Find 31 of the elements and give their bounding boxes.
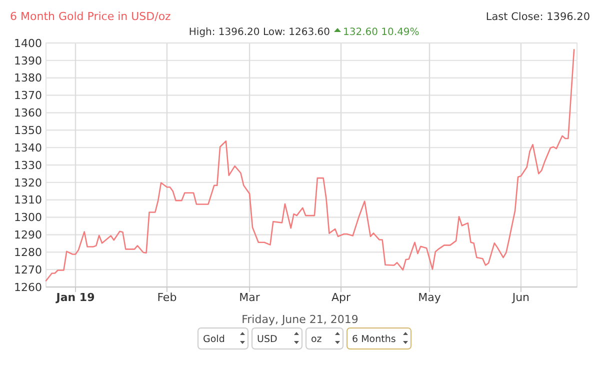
text: Friday, June 21, 2019 xyxy=(242,313,358,326)
text: USD xyxy=(257,334,278,345)
text: oz xyxy=(311,334,322,345)
y-tick-label: 1390 xyxy=(14,54,42,68)
y-tick-label: 1340 xyxy=(14,141,42,154)
y-tick-label: 1310 xyxy=(14,194,42,207)
x-tick-label: May xyxy=(418,291,442,304)
chart-subtitle: High: 1396.20 Low: 1263.60 xyxy=(188,27,330,38)
x-tick-label: Jan 19 xyxy=(55,291,95,304)
y-tick-label: 1330 xyxy=(14,158,42,172)
y-tick-label: 1350 xyxy=(14,124,42,137)
line-series xyxy=(45,48,575,282)
text: Last Close: 1396.20 xyxy=(486,11,590,23)
text: Gold xyxy=(203,334,225,345)
y-tick-label: 1290 xyxy=(14,228,42,242)
y-tick-label: 1370 xyxy=(14,89,42,102)
x-tick-label: Apr xyxy=(331,291,351,304)
y-tick-label: 1270 xyxy=(14,263,42,276)
y-tick-label: 1360 xyxy=(14,106,42,120)
x-tick-label: Mar xyxy=(239,291,260,304)
text: 132.60 10.49% xyxy=(343,27,420,38)
y-tick-label: 1300 xyxy=(14,211,42,224)
x-tick-label: Jun xyxy=(511,291,530,304)
text: 6 Months xyxy=(352,334,396,345)
y-tick-label: 1260 xyxy=(14,280,42,294)
y-tick-label: 1400 xyxy=(14,36,42,50)
chart-title: 6 Month Gold Price in USD/oz xyxy=(10,10,172,23)
y-tick-label: 1280 xyxy=(14,246,42,259)
y-tick-label: 1320 xyxy=(14,176,42,190)
x-tick-label: Feb xyxy=(157,291,177,304)
y-tick-label: 1380 xyxy=(14,72,42,85)
